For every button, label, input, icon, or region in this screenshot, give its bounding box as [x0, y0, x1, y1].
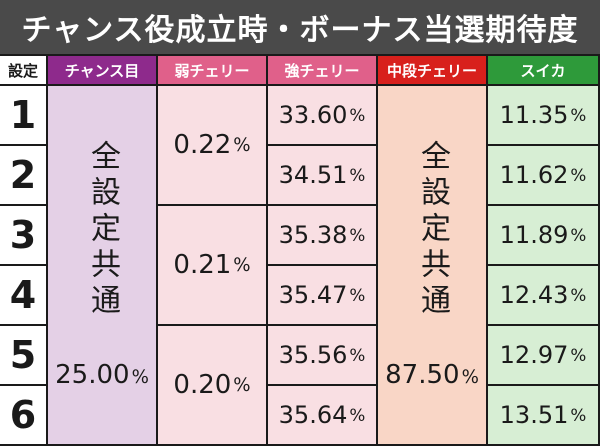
chance-common-cell: 全設定共通 25.00% — [48, 86, 158, 446]
mid-cherry-common-note: 全設定共通 — [415, 140, 450, 320]
setting-number: 2 — [0, 146, 48, 206]
weak-cherry-cell: 0.21% — [158, 206, 268, 326]
setting-number: 1 — [0, 86, 48, 146]
suika-cell: 11.62% — [488, 146, 600, 206]
header-chance: チャンス目 — [48, 56, 158, 86]
strong-cherry-cell: 35.47% — [268, 266, 378, 326]
setting-number: 3 — [0, 206, 48, 266]
probability-table: 設定 チャンス目 弱チェリー 強チェリー 中段チェリー スイカ 1 2 3 4 … — [0, 56, 600, 446]
page-title: チャンス役成立時・ボーナス当選期待度 — [0, 0, 600, 54]
setting-number: 5 — [0, 326, 48, 386]
strong-cherry-cell: 33.60% — [268, 86, 378, 146]
header-setting: 設定 — [0, 56, 48, 86]
suika-cell: 11.35% — [488, 86, 600, 146]
suika-cell: 12.97% — [488, 326, 600, 386]
header-strong-cherry: 強チェリー — [268, 56, 378, 86]
header-mid-cherry: 中段チェリー — [378, 56, 488, 86]
strong-cherry-cell: 35.38% — [268, 206, 378, 266]
suika-cell: 11.89% — [488, 206, 600, 266]
header-suika: スイカ — [488, 56, 600, 86]
weak-cherry-cell: 0.20% — [158, 326, 268, 446]
mid-cherry-value: 87.50% — [385, 360, 479, 390]
strong-cherry-cell: 35.64% — [268, 386, 378, 446]
suika-cell: 12.43% — [488, 266, 600, 326]
mid-cherry-common-cell: 全設定共通 87.50% — [378, 86, 488, 446]
setting-number: 4 — [0, 266, 48, 326]
strong-cherry-cell: 35.56% — [268, 326, 378, 386]
weak-cherry-cell: 0.22% — [158, 86, 268, 206]
strong-cherry-cell: 34.51% — [268, 146, 378, 206]
chance-value: 25.00% — [55, 360, 149, 390]
header-weak-cherry: 弱チェリー — [158, 56, 268, 86]
suika-cell: 13.51% — [488, 386, 600, 446]
chance-common-note: 全設定共通 — [85, 140, 120, 320]
setting-number: 6 — [0, 386, 48, 446]
